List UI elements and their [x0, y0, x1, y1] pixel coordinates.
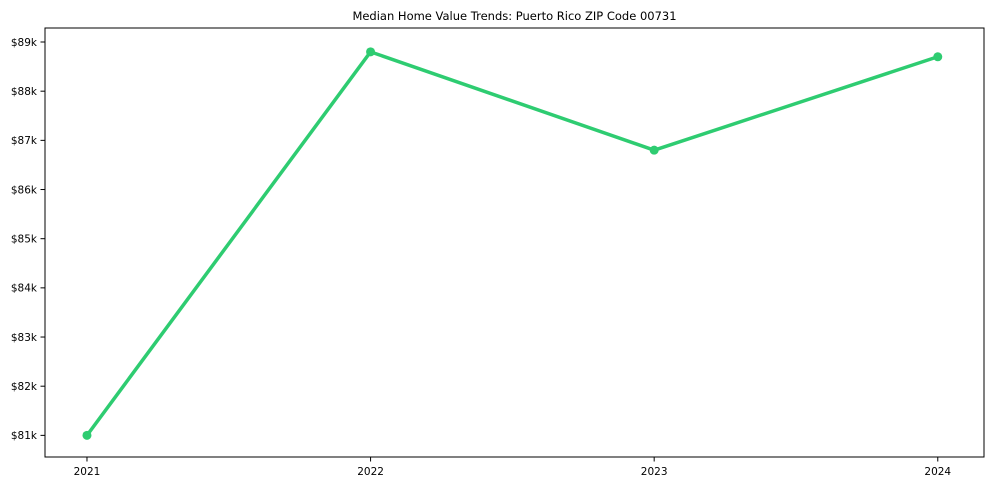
x-tick-label: 2021: [74, 466, 101, 478]
data-point-2024: [933, 52, 943, 62]
y-tick-label: $82k: [11, 381, 38, 393]
data-point-2022: [366, 47, 376, 57]
y-tick-label: $87k: [11, 135, 38, 147]
x-tick-label: 2022: [357, 466, 384, 478]
y-tick-label: $88k: [11, 86, 38, 98]
x-tick-label: 2024: [924, 466, 951, 478]
y-tick-label: $81k: [11, 430, 38, 442]
y-tick-label: $89k: [11, 37, 38, 49]
x-tick-label: 2023: [641, 466, 668, 478]
y-tick-label: $85k: [11, 233, 38, 245]
y-tick-label: $83k: [11, 332, 38, 344]
y-tick-label: $86k: [11, 184, 38, 196]
trend-line-median-home-value: [85, 50, 940, 438]
y-tick-label: $84k: [11, 283, 38, 295]
chart-title: Median Home Value Trends: Puerto Rico ZI…: [352, 9, 676, 23]
axes-layer: $81k $82k $83k $84k $85k $86k $87k $88k $89k 2021…: [11, 27, 985, 478]
data-point-2023: [649, 145, 659, 155]
data-point-2021: [82, 430, 92, 440]
series-layer: [82, 47, 943, 440]
plot-frame: [44, 27, 985, 458]
